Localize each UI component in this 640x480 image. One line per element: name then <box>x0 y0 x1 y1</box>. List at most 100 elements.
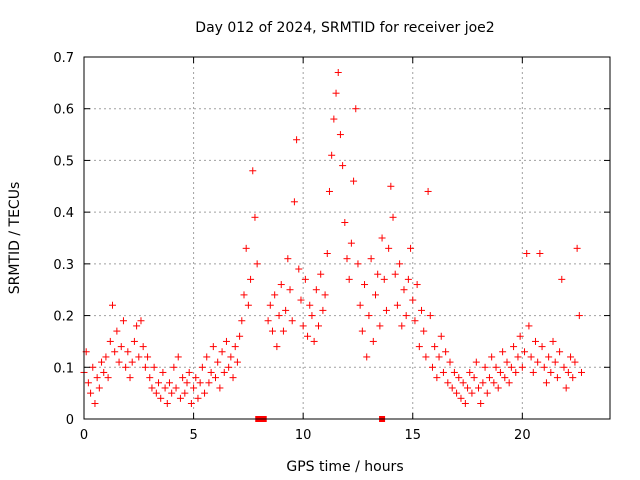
data-point <box>437 332 445 340</box>
data-point <box>464 384 472 392</box>
data-point <box>330 115 338 123</box>
data-point <box>488 353 496 361</box>
data-point <box>196 379 204 387</box>
data-point <box>573 244 581 252</box>
data-point <box>475 384 482 392</box>
y-tick-label: 0 <box>66 413 74 428</box>
data-point <box>571 358 579 366</box>
data-point <box>312 286 320 294</box>
data-point <box>547 368 555 376</box>
data-point <box>168 389 176 397</box>
data-point <box>455 374 463 382</box>
data-point <box>553 374 561 382</box>
data-point <box>181 389 189 397</box>
data-point <box>163 399 171 407</box>
data-point <box>514 353 522 361</box>
data-point <box>472 358 480 366</box>
data-point <box>413 281 421 289</box>
data-point <box>297 296 305 304</box>
data-point <box>479 379 487 387</box>
data-point <box>133 322 141 330</box>
data-point <box>459 379 467 387</box>
data-point <box>450 368 458 376</box>
data-point <box>426 312 434 320</box>
data-point <box>207 368 215 376</box>
data-point <box>111 348 119 356</box>
y-tick-label: 0.2 <box>53 310 74 325</box>
data-point <box>358 327 366 335</box>
y-tick-label: 0.5 <box>53 154 74 169</box>
data-point <box>148 384 156 392</box>
data-point <box>328 151 336 159</box>
data-point <box>371 291 379 299</box>
data-point <box>205 379 213 387</box>
data-point <box>299 322 307 330</box>
data-point <box>453 389 461 397</box>
data-point <box>485 374 493 382</box>
data-point <box>229 374 237 382</box>
data-point <box>161 384 169 392</box>
data-point <box>531 337 539 345</box>
data-point <box>507 363 515 371</box>
data-point <box>494 384 502 392</box>
data-point <box>244 301 252 309</box>
data-point <box>179 374 187 382</box>
data-point <box>187 399 195 407</box>
data-point <box>369 337 377 345</box>
data-point <box>398 322 406 330</box>
data-point <box>165 379 173 387</box>
data-point <box>89 363 97 371</box>
data-point <box>428 363 436 371</box>
data-point <box>380 275 388 283</box>
data-point <box>457 394 465 402</box>
data-point <box>389 213 397 221</box>
x-tick-label: 5 <box>189 428 197 443</box>
data-point <box>323 250 331 258</box>
data-point <box>108 301 116 309</box>
data-point <box>247 275 255 283</box>
data-point <box>194 394 202 402</box>
data-point <box>354 260 362 268</box>
x-tick-label: 20 <box>514 428 531 443</box>
data-point <box>249 167 257 175</box>
data-point <box>350 177 358 185</box>
data-point <box>214 358 222 366</box>
data-point <box>293 136 301 144</box>
data-point <box>551 358 559 366</box>
data-point <box>152 389 160 397</box>
data-point <box>545 353 553 361</box>
data-point <box>435 353 443 361</box>
data-point <box>98 358 106 366</box>
data-point <box>468 389 476 397</box>
data-point <box>422 353 430 361</box>
data-point <box>525 322 533 330</box>
data-point <box>251 213 259 221</box>
data-point <box>433 374 441 382</box>
data-point <box>575 312 583 320</box>
axis-ticks <box>83 56 610 420</box>
y-tick-label: 0.6 <box>53 103 74 118</box>
data-point <box>93 374 101 382</box>
data-point <box>315 322 323 330</box>
data-point <box>146 374 154 382</box>
data-point <box>268 327 276 335</box>
data-point <box>190 384 198 392</box>
data-point <box>352 105 360 113</box>
data-point <box>534 358 542 366</box>
data-point <box>266 301 274 309</box>
data-point <box>106 337 114 345</box>
data-point <box>100 368 108 376</box>
data-point <box>95 384 103 392</box>
y-tick-label: 0.7 <box>53 51 74 66</box>
data-point <box>212 374 219 382</box>
x-tick-label: 15 <box>404 428 421 443</box>
data-point <box>216 384 224 392</box>
data-point <box>117 343 125 351</box>
data-point <box>144 353 152 361</box>
data-point <box>538 343 546 351</box>
data-point <box>319 306 327 314</box>
data-point <box>301 275 309 283</box>
data-point <box>288 317 296 325</box>
data-point <box>275 312 283 320</box>
x-tick-label: 0 <box>80 428 88 443</box>
